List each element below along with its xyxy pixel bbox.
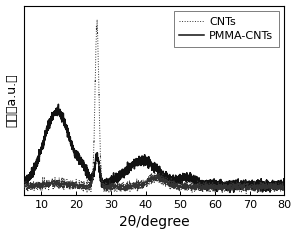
PMMA-CNTs (134, 162, 137, 165)
Y-axis label: 强度（a.u.）: 强度（a.u.） (6, 74, 18, 127)
CNTs (249, 186, 253, 188)
PMMA-CNTs (52, 111, 56, 114)
PMMA-CNTs (67, 136, 71, 138)
PMMA-CNTs (249, 183, 253, 186)
Line: PMMA-CNTs: PMMA-CNTs (24, 104, 285, 192)
PMMA-CNTs (278, 180, 281, 182)
PMMA-CNTs (22, 174, 26, 177)
CNTs (278, 187, 281, 190)
CNTs (283, 188, 286, 190)
PMMA-CNTs (283, 184, 286, 187)
CNTs (122, 185, 126, 188)
PMMA-CNTs (228, 191, 232, 194)
PMMA-CNTs (122, 174, 126, 177)
X-axis label: 2θ/degree: 2θ/degree (119, 215, 189, 229)
CNTs (134, 183, 137, 186)
Legend: CNTs, PMMA-CNTs: CNTs, PMMA-CNTs (173, 11, 279, 47)
CNTs (95, 18, 99, 21)
Line: CNTs: CNTs (24, 20, 285, 194)
CNTs (52, 182, 56, 184)
PMMA-CNTs (57, 103, 60, 106)
CNTs (67, 180, 71, 183)
CNTs (244, 192, 248, 195)
CNTs (22, 183, 26, 186)
